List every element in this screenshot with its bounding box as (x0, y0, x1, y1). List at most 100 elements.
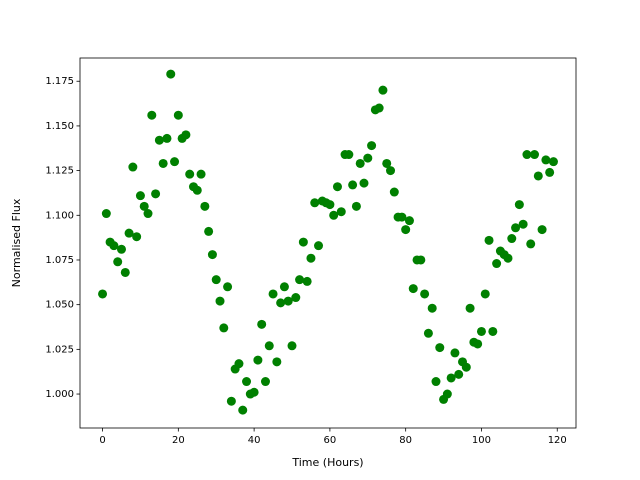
point (279, 282, 289, 292)
point (503, 253, 513, 263)
point (181, 130, 191, 140)
point (461, 362, 471, 372)
y-tick-label: 1.000 (45, 389, 74, 400)
point (446, 373, 456, 383)
axes-frame (79, 57, 577, 429)
point (533, 171, 543, 181)
point (420, 289, 430, 299)
point (332, 182, 342, 192)
point (427, 303, 437, 313)
point (173, 110, 183, 120)
x-tick-label: 120 (548, 435, 567, 446)
point (367, 141, 377, 151)
point (276, 298, 286, 308)
point (101, 209, 111, 219)
point (408, 284, 418, 294)
x-axis-label: Time (Hours) (291, 456, 363, 469)
point (113, 257, 123, 267)
point (386, 166, 396, 176)
point (480, 289, 490, 299)
point (435, 343, 445, 353)
point (268, 289, 278, 299)
point (518, 219, 528, 229)
point (302, 276, 312, 286)
point (291, 293, 301, 303)
point (492, 259, 502, 269)
point (166, 69, 176, 79)
point (545, 167, 555, 177)
point (151, 189, 161, 199)
y-tick-label: 1.150 (45, 121, 74, 132)
x-tick-label: 0 (99, 435, 105, 446)
point (454, 369, 464, 379)
point (351, 201, 361, 211)
x-tick-label: 40 (248, 435, 261, 446)
point (374, 103, 384, 113)
point (253, 355, 263, 365)
point (139, 201, 149, 211)
point (541, 155, 551, 165)
y-tick-label: 1.025 (45, 344, 74, 355)
point (120, 267, 130, 277)
x-tick-label: 100 (472, 435, 491, 446)
point (128, 162, 138, 172)
x-tick-label: 80 (399, 435, 412, 446)
point (389, 187, 399, 197)
point (442, 389, 452, 399)
point (423, 328, 433, 338)
point (378, 85, 388, 95)
x-tick-label: 20 (172, 435, 185, 446)
point (272, 357, 282, 367)
point (116, 244, 126, 254)
point (359, 178, 369, 188)
point (242, 377, 252, 387)
point (249, 387, 259, 397)
point (192, 185, 202, 195)
point (325, 200, 335, 210)
point (287, 341, 297, 351)
point (329, 210, 339, 220)
point (355, 158, 365, 168)
point (507, 234, 517, 244)
point (143, 209, 153, 219)
point (185, 169, 195, 179)
point (223, 282, 233, 292)
point (450, 348, 460, 358)
point (204, 226, 214, 236)
point (363, 153, 373, 163)
point (314, 241, 324, 251)
point (473, 339, 483, 349)
point (170, 157, 180, 167)
point (257, 319, 267, 329)
point (382, 158, 392, 168)
point (476, 326, 486, 336)
point (196, 169, 206, 179)
point (264, 341, 274, 351)
y-tick-label: 1.175 (45, 76, 74, 87)
point (488, 326, 498, 336)
point (397, 212, 407, 222)
point (514, 200, 524, 210)
point (283, 296, 293, 306)
point (162, 133, 172, 143)
point (238, 405, 248, 415)
point (158, 158, 168, 168)
point (511, 223, 521, 233)
point (219, 323, 229, 333)
point (431, 377, 441, 387)
point (401, 225, 411, 235)
y-axis-label: Normalised Flux (10, 198, 23, 287)
point (298, 237, 308, 247)
point (404, 216, 414, 226)
point (154, 135, 164, 145)
point (215, 296, 225, 306)
point (310, 198, 320, 208)
x-tick-label: 60 (324, 435, 337, 446)
point (207, 250, 217, 260)
y-tick-label: 1.100 (45, 210, 74, 221)
point (260, 377, 270, 387)
point (416, 255, 426, 265)
point (348, 180, 358, 190)
point (526, 239, 536, 249)
